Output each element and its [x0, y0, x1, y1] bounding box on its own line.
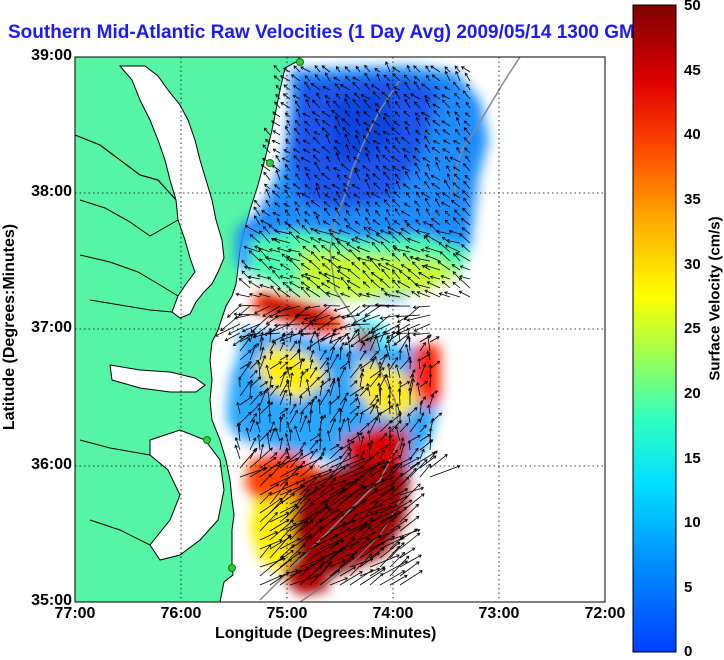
velocity-vector: [320, 439, 321, 450]
colorbar-tick-label: 50: [684, 0, 701, 14]
x-tick-label: 72:00: [575, 605, 635, 623]
colorbar-tick-label: 25: [684, 320, 701, 337]
colorbar-tick-label: 0: [684, 643, 692, 660]
x-tick-label: 74:00: [363, 605, 423, 623]
colorbar: [633, 5, 676, 652]
colorbar-tick-label: 40: [684, 126, 701, 143]
y-axis-label: Latitude (Degrees:Minutes): [1, 187, 19, 467]
y-tick-label: 38:00: [22, 183, 72, 201]
colorbar-tick-label: 5: [684, 579, 692, 596]
radar-station: [297, 59, 304, 66]
colorbar-tick-label: 20: [684, 385, 701, 402]
y-tick-label: 37:00: [22, 319, 72, 337]
colorbar-tick-label: 30: [684, 256, 701, 273]
velocity-vector: [324, 306, 340, 307]
x-tick-label: 75:00: [257, 605, 317, 623]
radar-station: [204, 437, 211, 444]
x-axis-label: Longitude (Degrees:Minutes): [215, 625, 436, 643]
colorbar-tick-label: 15: [684, 450, 701, 467]
colorbar-tick-label: 45: [684, 62, 701, 79]
radar-station: [267, 160, 274, 167]
x-tick-label: 73:00: [469, 605, 529, 623]
y-tick-label: 39:00: [22, 47, 72, 65]
x-tick-label: 76:00: [151, 605, 211, 623]
radar-station: [229, 565, 236, 572]
colorbar-tick-label: 35: [684, 191, 701, 208]
x-tick-label: 77:00: [45, 605, 105, 623]
colorbar-label: Surface Velocity (cm/s): [707, 179, 724, 419]
y-tick-label: 36:00: [22, 456, 72, 474]
velocity-vector: [340, 428, 341, 442]
colorbar-tick-label: 10: [684, 514, 701, 531]
